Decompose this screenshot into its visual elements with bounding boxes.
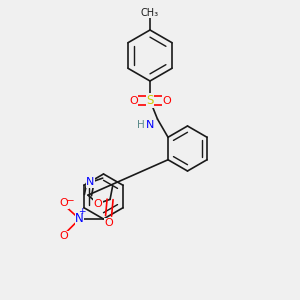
Text: CH₃: CH₃: [141, 8, 159, 18]
Text: −: −: [65, 196, 74, 206]
Text: N: N: [86, 177, 94, 188]
Text: O: O: [93, 199, 102, 208]
Text: N: N: [75, 212, 84, 226]
Text: O: O: [129, 95, 138, 106]
Text: O: O: [59, 198, 68, 208]
Text: O: O: [162, 95, 171, 106]
Text: +: +: [78, 207, 86, 216]
Text: O: O: [104, 218, 113, 228]
Text: S: S: [146, 94, 154, 107]
Text: N: N: [146, 120, 154, 130]
Text: H: H: [137, 120, 145, 130]
Text: O: O: [59, 231, 68, 241]
